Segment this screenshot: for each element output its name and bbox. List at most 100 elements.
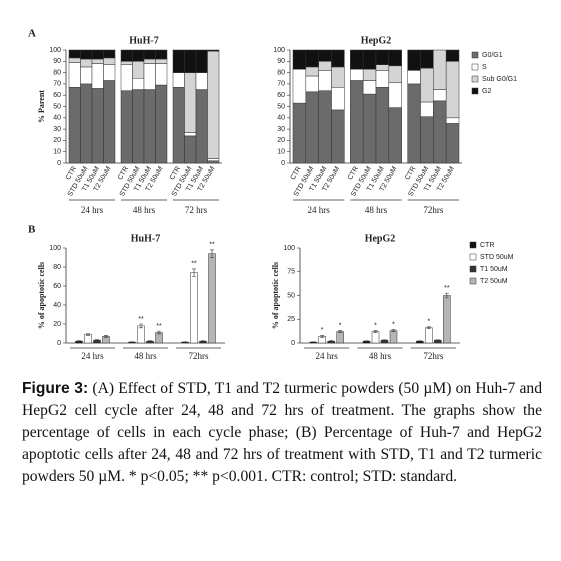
y-tick-label: 25 <box>287 316 295 323</box>
group-label: 72hrs <box>423 205 443 215</box>
bar-segment <box>132 61 145 79</box>
y-tick-label: 70 <box>277 81 285 88</box>
legend-swatch <box>469 253 477 261</box>
error-bar <box>192 268 196 277</box>
bar <box>137 325 145 344</box>
legend-label: T2 50uM <box>480 278 508 285</box>
bar-segment <box>407 83 421 164</box>
bar-segment <box>120 61 133 65</box>
panel-label: A <box>28 28 36 40</box>
bar-segment <box>195 49 208 73</box>
bar <box>84 334 92 344</box>
bar-segment <box>292 68 307 104</box>
bar-segment <box>195 89 208 164</box>
bar-segment <box>350 80 364 164</box>
legend-label: G2 <box>482 88 491 95</box>
legend-label: T1 50uM <box>480 266 508 273</box>
significance-label: * <box>321 327 324 334</box>
y-tick-label: 100 <box>49 47 61 54</box>
bar-segment <box>132 49 145 62</box>
error-bar <box>391 329 396 332</box>
error-bar <box>382 339 387 341</box>
error-bar <box>157 330 161 335</box>
y-tick-label: 40 <box>53 115 61 122</box>
legend-swatch <box>471 63 479 71</box>
x-tick-label: 48 hrs <box>369 351 392 361</box>
legend-swatch <box>471 87 479 95</box>
bar-segment <box>184 49 197 73</box>
bar-segment <box>375 49 390 65</box>
bar-segment <box>120 90 133 164</box>
y-tick-label: 90 <box>53 58 61 65</box>
group-label: 24 hrs <box>81 205 104 215</box>
bar-segment <box>155 58 168 64</box>
error-bar <box>104 335 108 338</box>
bar-segment <box>292 49 307 70</box>
y-tick-label: 0 <box>281 160 285 167</box>
error-bar <box>426 326 431 330</box>
y-tick-label: 60 <box>53 92 61 99</box>
bar <box>208 253 216 344</box>
legend-swatch <box>471 51 479 59</box>
panel-label: B <box>28 224 36 236</box>
x-tick-label: 48 hrs <box>134 351 157 361</box>
bar-segment <box>292 102 307 164</box>
significance-label: ** <box>209 242 215 249</box>
bar-segment <box>433 49 447 90</box>
bar-segment <box>407 70 421 85</box>
significance-label: * <box>374 322 377 329</box>
y-tick-label: 60 <box>277 92 285 99</box>
error-bar <box>86 333 90 336</box>
error-bar <box>139 323 143 329</box>
significance-label: ** <box>444 285 450 292</box>
bar-segment <box>91 63 104 89</box>
bar-segment <box>80 58 93 68</box>
bar-segment <box>388 65 402 84</box>
y-tick-label: 0 <box>57 160 61 167</box>
legend-label: S <box>482 64 487 71</box>
legend-swatch <box>469 241 477 249</box>
bar-segment <box>331 109 345 164</box>
significance-label: ** <box>138 316 144 323</box>
bar-segment <box>172 72 185 88</box>
x-tick-label: 24 hrs <box>316 351 339 361</box>
bar-segment <box>68 87 81 164</box>
error-bar <box>338 330 343 333</box>
caption-label: Figure 3: <box>22 380 89 397</box>
significance-label: * <box>392 322 395 329</box>
bar-segment <box>155 49 168 60</box>
bar-segment <box>318 49 332 62</box>
bar-segment <box>318 90 332 164</box>
bar-segment <box>120 49 133 62</box>
error-bar <box>329 340 334 342</box>
legend-label: G0/G1 <box>482 52 503 59</box>
y-tick-label: 20 <box>53 137 61 144</box>
error-bar <box>435 339 440 341</box>
bar-segment <box>80 49 93 60</box>
error-bar <box>320 335 325 338</box>
bar-segment <box>362 80 377 95</box>
y-tick-label: 50 <box>277 103 285 110</box>
bar-segment <box>143 63 156 90</box>
bar-segment <box>420 49 434 69</box>
bar-segment <box>103 57 116 65</box>
y-tick-label: 40 <box>277 115 285 122</box>
error-bar <box>201 340 205 342</box>
bar <box>190 272 198 344</box>
error-bar <box>148 340 152 342</box>
significance-label: ** <box>156 323 162 330</box>
bar-segment <box>445 123 460 164</box>
bar-segment <box>184 72 197 133</box>
significance-label: ** <box>191 261 197 268</box>
significance-label: * <box>339 322 342 329</box>
group-label: 24 hrs <box>308 205 331 215</box>
bar-segment <box>305 66 319 77</box>
chart-title: HuH-7 <box>129 35 158 46</box>
bar-segment <box>362 68 377 81</box>
error-bar <box>95 339 99 341</box>
legend-swatch <box>469 265 477 273</box>
bar-segment <box>132 89 145 164</box>
bar-segment <box>172 87 185 164</box>
x-tick-label: 24 hrs <box>81 351 104 361</box>
